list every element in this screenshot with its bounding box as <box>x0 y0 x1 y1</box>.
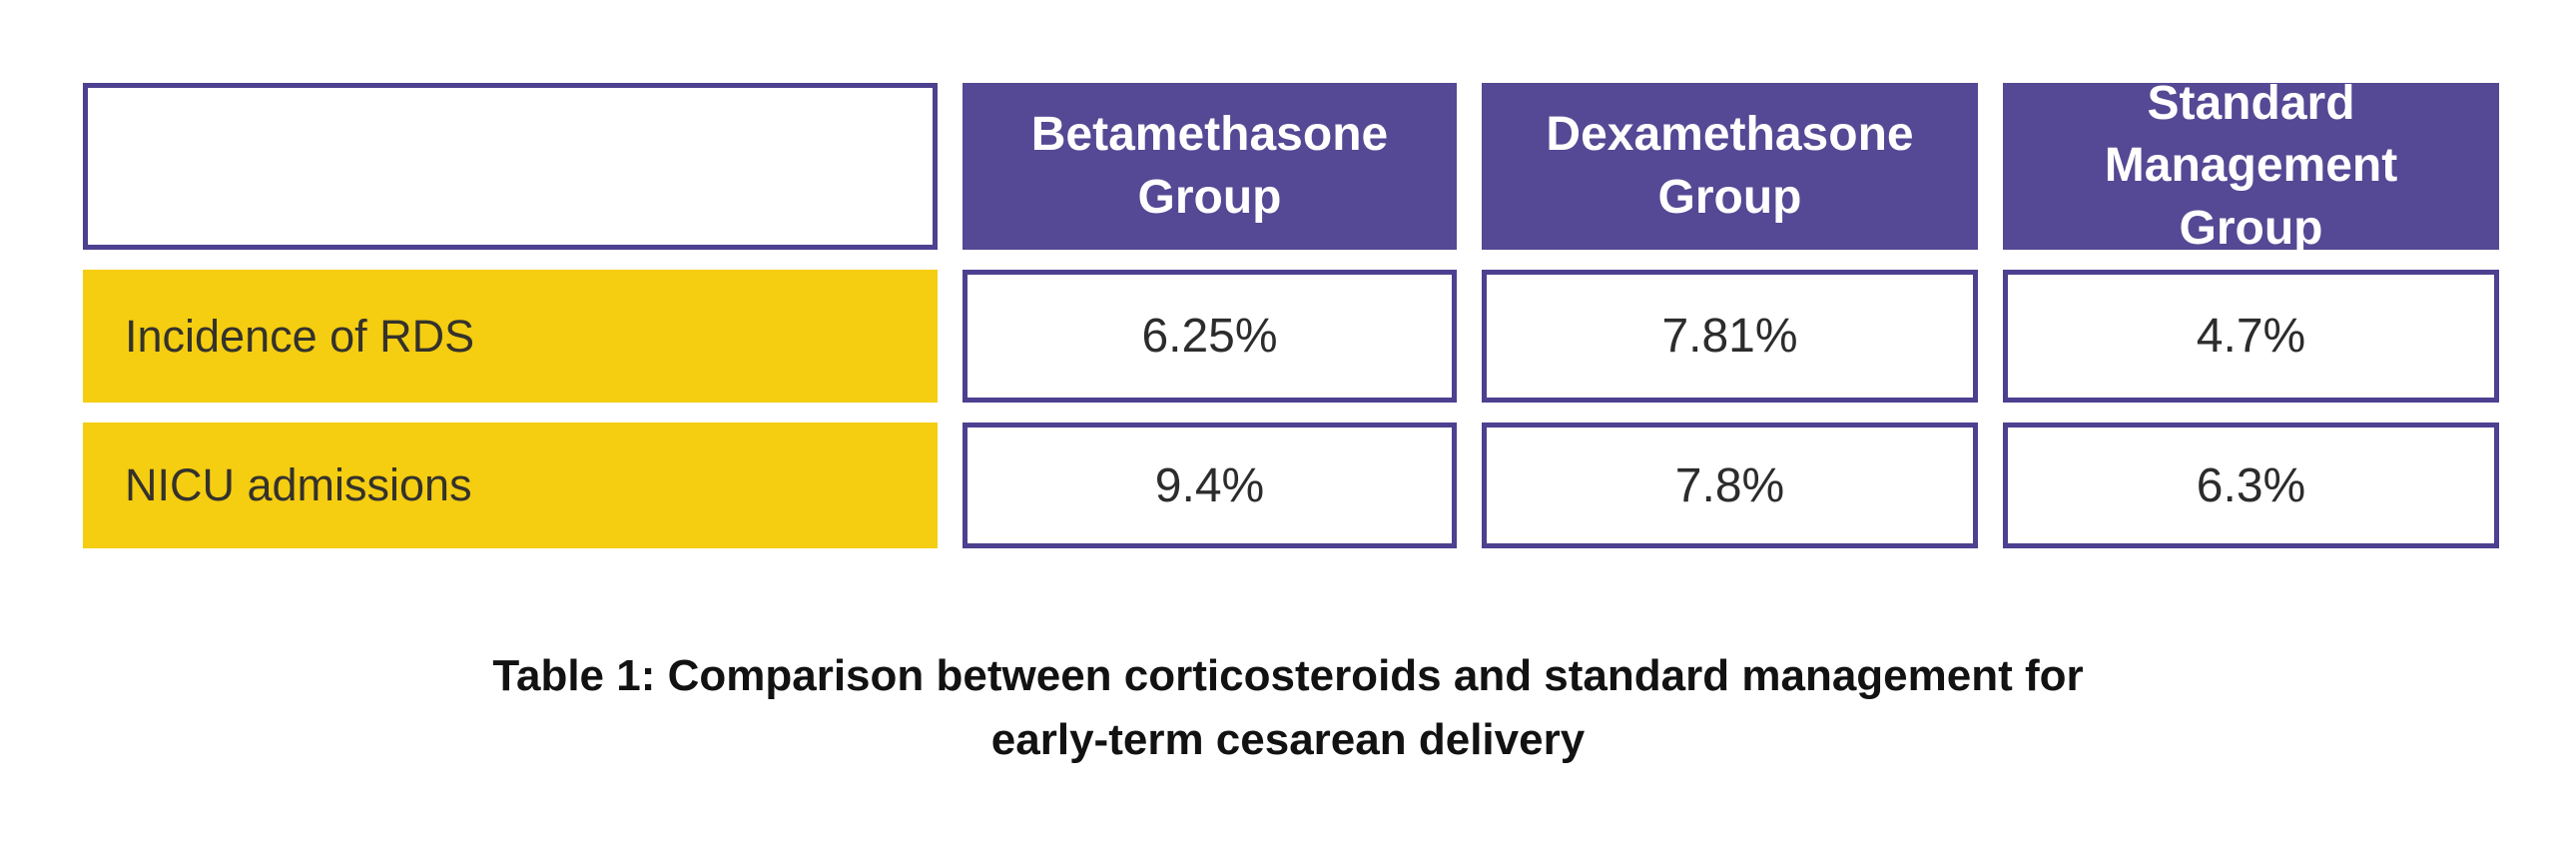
caption-line-1: Table 1: Comparison between corticostero… <box>492 651 2084 700</box>
value-rds-betamethasone: 6.25% <box>963 270 1457 403</box>
table-caption: Table 1: Comparison between corticostero… <box>0 644 2576 772</box>
column-header-dexamethasone-group: Dexamethasone Group <box>1482 83 1978 250</box>
row-label-incidence-of-rds: Incidence of RDS <box>83 270 938 403</box>
caption-line-2: early-term cesarean delivery <box>990 715 1586 764</box>
value-rds-dexamethasone: 7.81% <box>1482 270 1978 403</box>
row-label-nicu-admissions: NICU admissions <box>83 423 938 548</box>
corner-empty-cell <box>83 83 938 250</box>
value-nicu-standard-management: 6.3% <box>2003 423 2499 548</box>
comparison-table: Betamethasone Group Dexamethasone Group … <box>83 77 2499 548</box>
column-header-standard-management-group: Standard Management Group <box>2003 77 2499 255</box>
value-nicu-dexamethasone: 7.8% <box>1482 423 1978 548</box>
column-header-betamethasone-group: Betamethasone Group <box>963 83 1457 250</box>
value-nicu-betamethasone: 9.4% <box>963 423 1457 548</box>
value-rds-standard-management: 4.7% <box>2003 270 2499 403</box>
